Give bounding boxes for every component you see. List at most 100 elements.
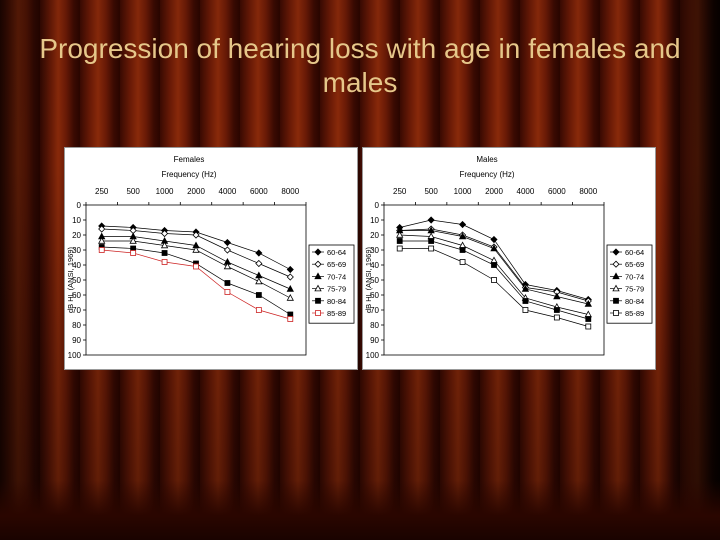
legend-marker: [314, 284, 322, 292]
series-70-74: [396, 226, 592, 307]
data-point: [522, 298, 529, 304]
y-tick-label: 20: [72, 231, 81, 240]
data-point: [490, 244, 498, 252]
series-80-84: [396, 238, 592, 322]
data-point: [396, 238, 403, 244]
data-point: [458, 232, 467, 240]
data-point: [585, 316, 592, 322]
x-tick-label: 8000: [281, 187, 299, 196]
legend-label: 65-69: [327, 260, 346, 269]
legend-label: 60-64: [625, 248, 644, 257]
x-tick-label: 6000: [548, 187, 566, 196]
legend-marker: [314, 260, 322, 268]
chart-title: Males: [476, 155, 497, 164]
chart-subtitle: Frequency (Hz): [161, 170, 216, 179]
data-point: [584, 299, 592, 307]
legend-marker: [612, 260, 620, 268]
data-point: [428, 238, 435, 244]
y-tick-label: 100: [68, 351, 82, 360]
y-tick-label: 60: [72, 291, 81, 300]
data-point: [553, 307, 560, 313]
y-axis-label: dB HL (ANSI, 1969): [66, 247, 75, 314]
legend-marker: [612, 284, 620, 292]
legend-marker: [613, 310, 619, 316]
series-70-74: [98, 232, 294, 292]
data-point: [396, 245, 403, 252]
data-point: [255, 271, 263, 279]
data-point: [224, 289, 231, 295]
series-85-89: [396, 245, 592, 330]
series-line: [101, 246, 291, 315]
y-tick-label: 40: [72, 261, 81, 270]
legend-marker: [314, 248, 322, 256]
data-point: [193, 263, 199, 270]
y-tick-label: 30: [72, 246, 81, 255]
y-tick-label: 0: [77, 201, 82, 210]
legend-label: 75-79: [625, 285, 644, 294]
data-point: [286, 273, 294, 281]
y-tick-label: 50: [370, 276, 379, 285]
data-point: [255, 249, 263, 257]
curtain-floor: [0, 480, 720, 540]
chart-subtitle: Frequency (Hz): [459, 170, 514, 179]
y-tick-label: 70: [370, 306, 379, 315]
data-point: [459, 220, 467, 229]
x-tick-label: 500: [424, 187, 438, 196]
legend-marker: [613, 297, 619, 304]
legend-label: 65-69: [625, 260, 644, 269]
slide-title: Progression of hearing loss with age in …: [39, 33, 681, 98]
data-point: [459, 259, 466, 265]
legend: 60-64 65-69 70-74 75-79 80-84 85-89: [308, 244, 355, 324]
data-point: [129, 236, 137, 244]
legend-marker: [612, 272, 620, 280]
x-tick-label: 250: [393, 187, 407, 196]
x-tick-label: 4000: [219, 187, 237, 196]
legend-marker: [315, 310, 321, 316]
data-point: [585, 323, 592, 330]
series-line: [101, 249, 291, 320]
data-point: [553, 292, 561, 300]
data-point: [255, 259, 263, 268]
data-point: [427, 216, 435, 224]
series-80-84: [98, 244, 294, 318]
series-85-89: [98, 247, 294, 322]
data-point: [491, 262, 497, 268]
legend-label: 85-89: [625, 309, 644, 318]
y-tick-label: 70: [72, 306, 81, 315]
chart-panel-males: Males Frequency (Hz) 250 500 1000 2000 4000 600…: [362, 147, 656, 370]
y-tick-label: 50: [72, 276, 81, 285]
data-point: [286, 284, 294, 292]
y-tick-label: 60: [370, 291, 379, 300]
legend-label: 75-79: [327, 285, 346, 294]
data-point: [192, 231, 200, 239]
y-tick-label: 100: [366, 351, 380, 360]
data-point: [553, 314, 560, 321]
x-tick-label: 2000: [485, 187, 503, 196]
y-tick-label: 90: [370, 336, 379, 345]
legend-label: 70-74: [327, 272, 346, 281]
legend: 60-64 65-69 70-74 75-79 80-84 85-89: [606, 244, 653, 324]
y-tick-label: 30: [370, 246, 379, 255]
legend-label: 80-84: [625, 297, 644, 306]
data-point: [223, 238, 231, 247]
legend-label: 70-74: [625, 272, 644, 281]
legend-marker: [314, 272, 322, 280]
chart-title: Females: [174, 155, 205, 164]
curtain-shadow-right: [660, 0, 720, 540]
data-point: [98, 236, 106, 244]
legend-label: 85-89: [327, 309, 346, 318]
data-point: [161, 229, 169, 238]
y-tick-label: 40: [370, 261, 379, 270]
x-tick-label: 8000: [579, 187, 597, 196]
legend-label: 80-84: [327, 297, 346, 306]
x-tick-label: 6000: [250, 187, 268, 196]
data-point: [223, 262, 232, 270]
legend-marker: [612, 248, 620, 256]
data-point: [255, 307, 262, 313]
data-point: [161, 250, 168, 256]
data-point: [192, 245, 200, 253]
legend-label: 60-64: [327, 248, 346, 257]
y-tick-label: 80: [370, 321, 379, 330]
y-tick-label: 10: [72, 216, 81, 225]
